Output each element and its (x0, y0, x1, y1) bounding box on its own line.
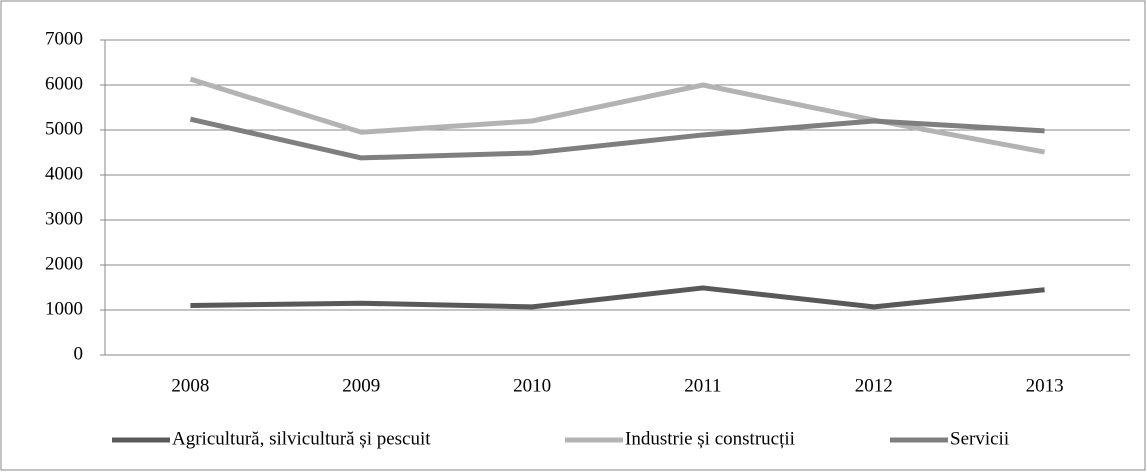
y-tick-label: 2000 (45, 253, 83, 274)
series-line (189, 76, 1046, 155)
x-tick-label: 2011 (684, 375, 721, 396)
legend-label: Servicii (950, 428, 1009, 449)
y-tick-label: 3000 (45, 208, 83, 229)
legend-label: Industrie și construcții (625, 428, 795, 449)
legend-label: Agricultură, silvicultură și pescuit (172, 428, 431, 449)
x-tick-label: 2008 (171, 375, 209, 396)
y-tick-label: 4000 (45, 163, 83, 184)
x-tick-label: 2009 (342, 375, 380, 396)
y-tick-label: 5000 (45, 118, 83, 139)
y-tick-label: 6000 (45, 73, 83, 94)
series-line (189, 116, 1045, 161)
x-tick-label: 2013 (1026, 375, 1064, 396)
y-tick-label: 7000 (45, 28, 83, 49)
y-tick-label: 0 (74, 343, 84, 364)
x-tick-label: 2010 (513, 375, 551, 396)
x-tick-label: 2012 (855, 375, 893, 396)
series-line (190, 285, 1045, 310)
y-tick-label: 1000 (45, 298, 83, 319)
